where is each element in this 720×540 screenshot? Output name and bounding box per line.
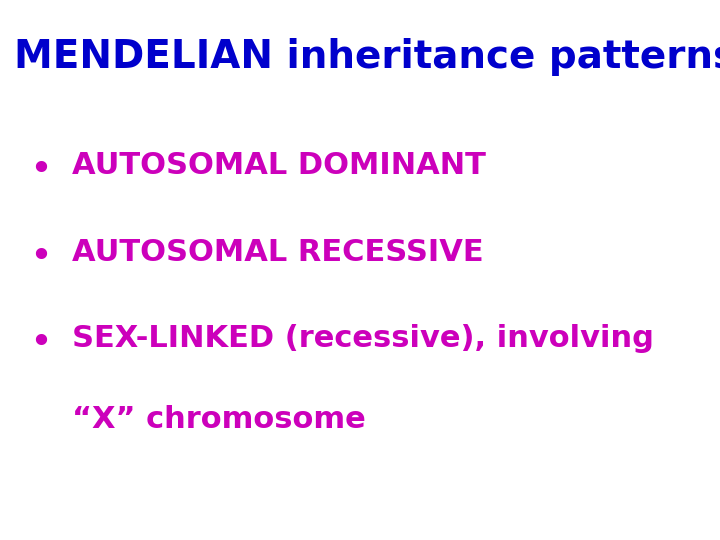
Text: AUTOSOMAL RECESSIVE: AUTOSOMAL RECESSIVE (72, 238, 484, 267)
Text: MENDELIAN inheritance patterns: MENDELIAN inheritance patterns (14, 38, 720, 76)
Text: •: • (29, 324, 52, 362)
Text: •: • (29, 151, 52, 189)
Text: •: • (29, 238, 52, 275)
Text: AUTOSOMAL DOMINANT: AUTOSOMAL DOMINANT (72, 151, 486, 180)
Text: “X” chromosome: “X” chromosome (72, 405, 366, 434)
Text: SEX-LINKED (recessive), involving: SEX-LINKED (recessive), involving (72, 324, 654, 353)
